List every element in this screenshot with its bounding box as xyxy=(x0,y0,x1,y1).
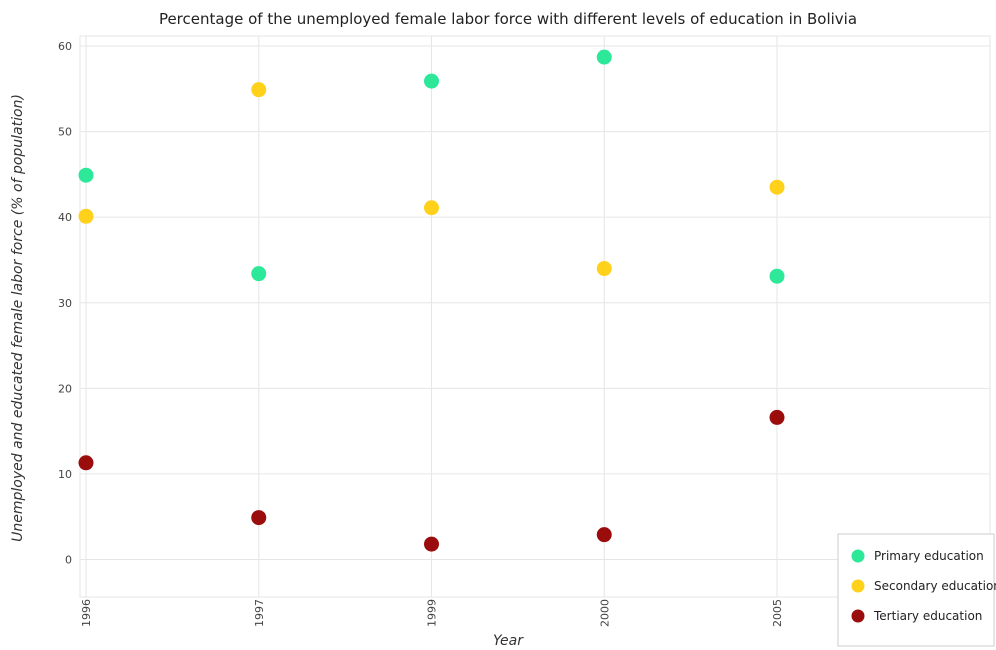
legend-marker xyxy=(851,579,865,593)
data-points xyxy=(78,49,785,552)
y-tick-label: 30 xyxy=(58,297,72,310)
data-point-secondary-education xyxy=(596,261,612,277)
y-axis-title: Unemployed and educated female labor for… xyxy=(10,94,26,542)
plot-background xyxy=(79,35,991,598)
data-point-tertiary-education xyxy=(596,527,612,543)
x-tick-label: 2000 xyxy=(598,599,611,627)
chart-title: Percentage of the unemployed female labo… xyxy=(159,10,857,28)
y-tick-label: 0 xyxy=(65,554,72,567)
data-point-tertiary-education xyxy=(424,536,439,552)
legend-label: Secondary education xyxy=(874,579,996,593)
data-point-tertiary-education xyxy=(78,455,94,471)
legend-label: Tertiary education xyxy=(873,609,982,623)
data-point-primary-education xyxy=(251,266,267,282)
data-point-primary-education xyxy=(78,167,94,183)
data-point-primary-education xyxy=(769,268,785,284)
data-point-secondary-education xyxy=(78,208,94,224)
x-axis-ticks: 1996 1997 1999 2000 2005 xyxy=(80,599,784,627)
x-tick-label: 1996 xyxy=(80,599,93,627)
legend-box xyxy=(837,533,995,647)
legend-label: Primary education xyxy=(874,549,984,563)
x-axis-title: Year xyxy=(493,633,524,649)
data-point-secondary-education xyxy=(251,82,267,98)
plot-area: 0 10 20 30 40 50 60 1996 1997 1999 2000 2005 xyxy=(58,35,991,627)
data-point-tertiary-education xyxy=(251,510,267,526)
legend-marker xyxy=(851,549,865,563)
data-point-secondary-education xyxy=(769,179,785,195)
data-point-primary-education xyxy=(596,49,612,65)
y-axis-ticks: 0 10 20 30 40 50 60 xyxy=(58,40,72,567)
y-tick-label: 60 xyxy=(58,40,72,53)
y-tick-label: 40 xyxy=(58,211,72,224)
x-tick-label: 1997 xyxy=(253,599,266,627)
y-tick-label: 20 xyxy=(58,382,72,395)
data-point-tertiary-education xyxy=(769,409,785,425)
legend-marker xyxy=(851,609,865,623)
legend: Primary education Secondary education Tert… xyxy=(837,533,996,647)
y-tick-label: 50 xyxy=(58,126,72,139)
data-point-secondary-education xyxy=(424,200,439,216)
x-tick-label: 2005 xyxy=(771,599,784,627)
x-tick-label: 1999 xyxy=(426,599,439,627)
y-tick-label: 10 xyxy=(58,468,72,481)
data-point-primary-education xyxy=(424,73,439,89)
